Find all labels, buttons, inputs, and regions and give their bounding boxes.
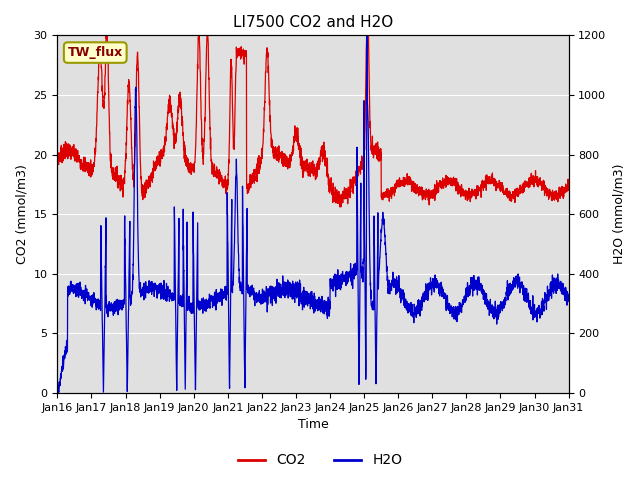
X-axis label: Time: Time: [298, 419, 328, 432]
Text: TW_flux: TW_flux: [68, 46, 123, 59]
Y-axis label: H2O (mmol/m3): H2O (mmol/m3): [612, 164, 625, 264]
Title: LI7500 CO2 and H2O: LI7500 CO2 and H2O: [233, 15, 393, 30]
Legend: CO2, H2O: CO2, H2O: [232, 448, 408, 473]
Y-axis label: CO2 (mmol/m3): CO2 (mmol/m3): [15, 164, 28, 264]
